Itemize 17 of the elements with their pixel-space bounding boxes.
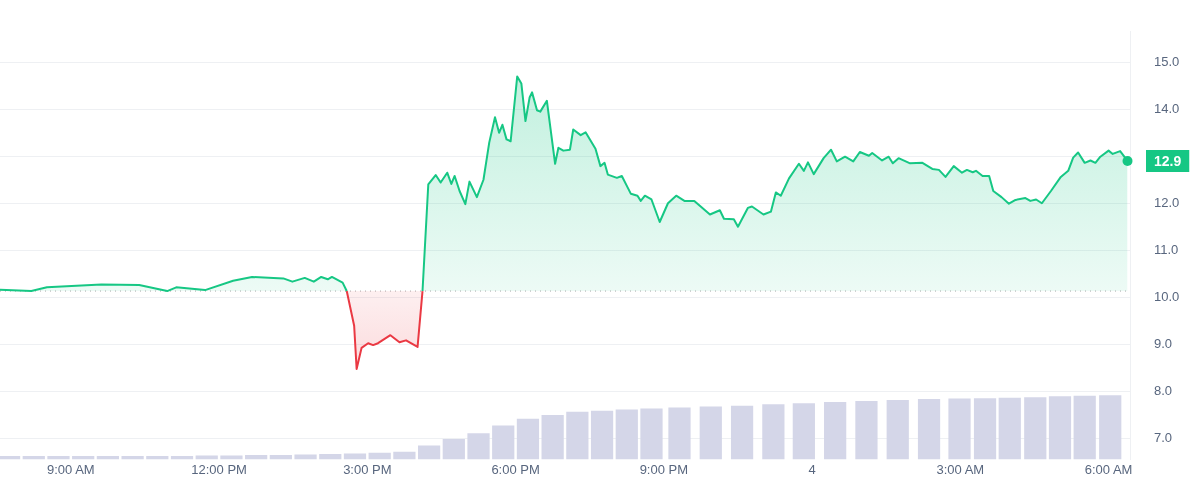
x-tick-label: 12:00 PM bbox=[191, 461, 247, 477]
y-tick-label: 9.0 bbox=[1154, 335, 1173, 351]
x-tick-label: 3:00 PM bbox=[343, 461, 392, 477]
x-tick-label: 4 bbox=[808, 461, 816, 477]
x-tick-label: 9:00 PM bbox=[639, 461, 689, 477]
annotation: 12.9 bbox=[1154, 152, 1182, 169]
x-tick-label: 3:00 AM bbox=[936, 461, 985, 477]
x-tick-label: 6:00 PM bbox=[491, 461, 540, 477]
y-tick-label: 8.0 bbox=[1154, 382, 1173, 398]
x-tick-label: 6:00 AM bbox=[1084, 461, 1133, 477]
y-tick-label: 7.0 bbox=[1154, 429, 1173, 445]
y-tick-label: 10.0 bbox=[1154, 288, 1180, 304]
x-tick-label: 9:00 AM bbox=[46, 461, 95, 477]
y-tick-label: 14.0 bbox=[1154, 100, 1180, 116]
y-tick-label: 15.0 bbox=[1154, 53, 1180, 69]
y-tick-label: 12.0 bbox=[1154, 194, 1180, 210]
y-tick-label: 11.0 bbox=[1154, 241, 1179, 257]
